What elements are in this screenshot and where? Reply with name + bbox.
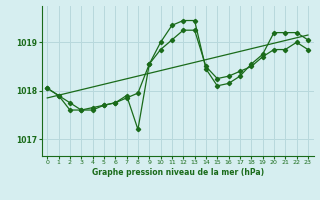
- X-axis label: Graphe pression niveau de la mer (hPa): Graphe pression niveau de la mer (hPa): [92, 168, 264, 177]
